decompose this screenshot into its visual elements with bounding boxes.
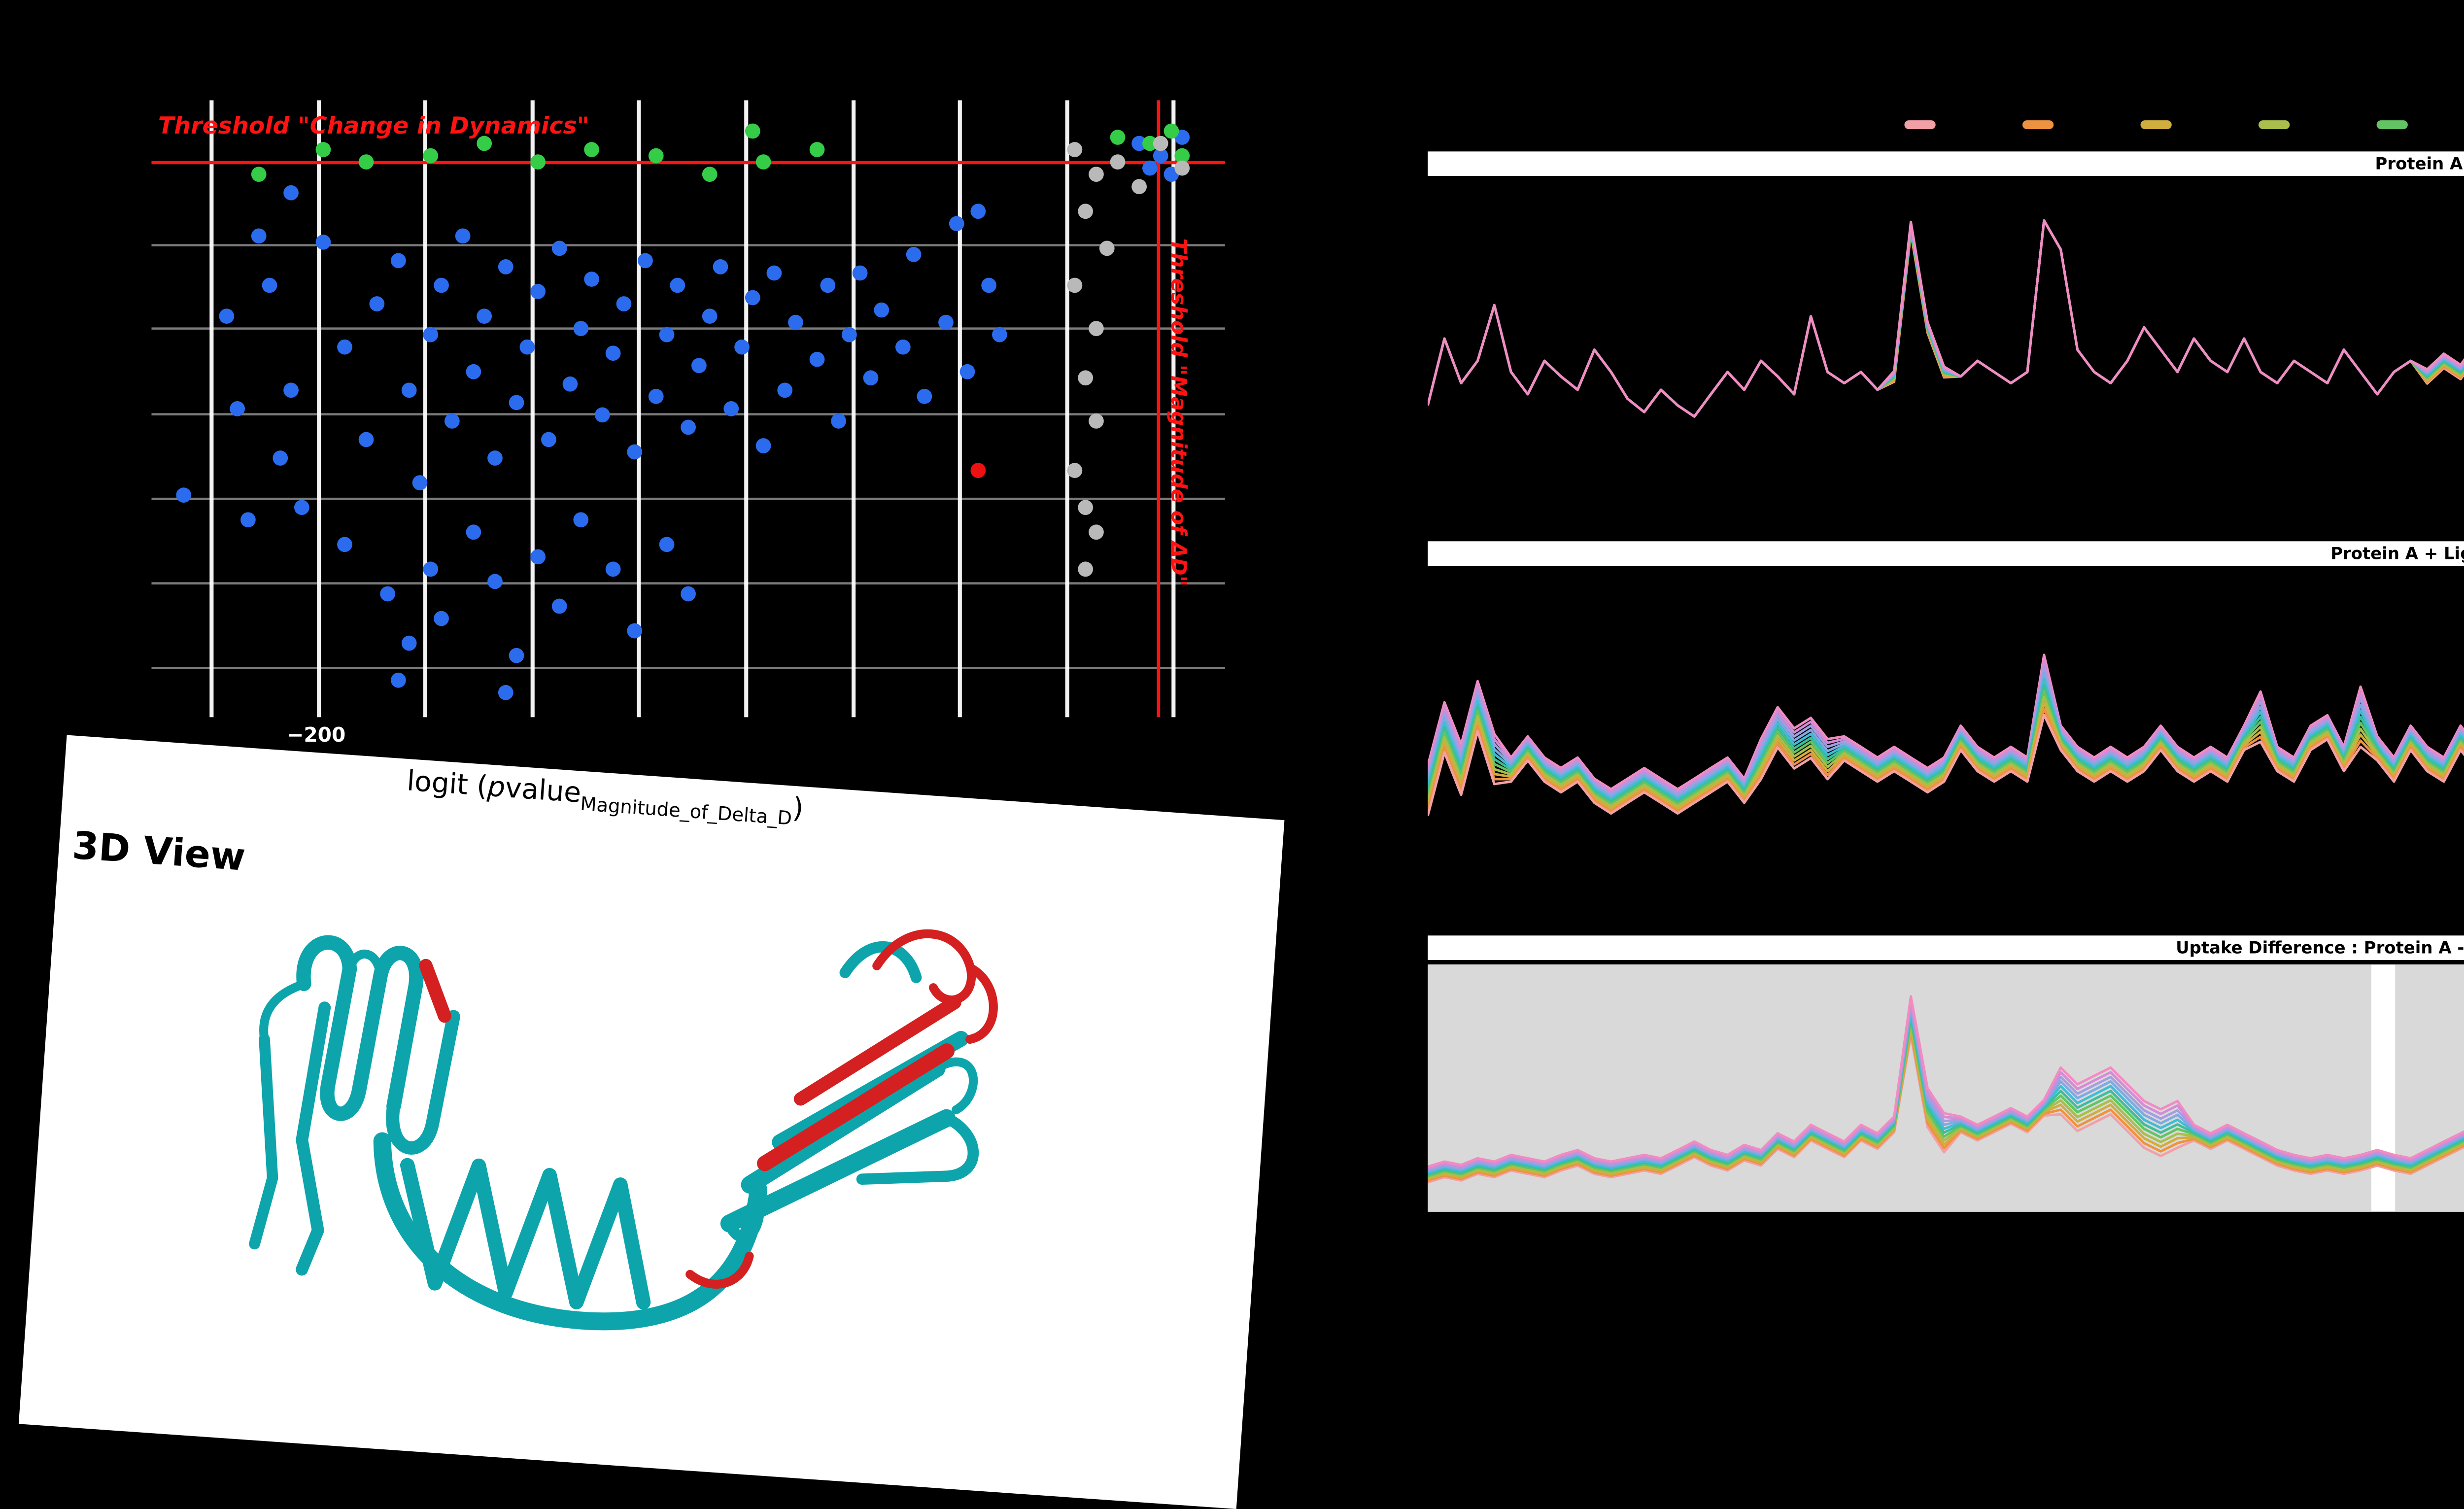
xlabel-suffix: ) [791,790,805,824]
volcano-plot[interactable]: Threshold "Change in Dynamics" Threshold… [151,100,1225,718]
ribbon-red-segment [757,1043,955,1171]
app-canvas: Threshold "Change in Dynamics" Threshold… [18,100,2464,1509]
ribbon-strand [296,935,424,1121]
ribbon-strand [296,1001,331,1276]
xlabel-p-italic: p [486,769,507,804]
ribbon-backbone [373,1132,768,1331]
threshold-magnitude-label: Threshold "Magnitude of ΔD" [1164,238,1190,587]
ribbon-red-loop [965,963,998,1044]
uptake-difference-chart-canvas[interactable] [1428,960,2464,1216]
ribbon-red-loop [685,1251,754,1289]
xlabel-value: value [504,770,582,809]
legend-dash[interactable] [2259,120,2290,128]
volcano-plot-canvas[interactable] [151,100,1225,718]
legend-dash[interactable] [2376,120,2408,128]
ribbon-loop [839,941,922,983]
ribbon-loop [345,949,385,981]
panel-title-protein-a-ligand: Protein A + Ligand [1428,541,2464,566]
ribbon-red-segment [419,959,451,1023]
panel-title-uptake-difference: Uptake Difference : Protein A - (Protein… [1428,935,2464,960]
ribbon-strand [386,1010,460,1155]
series-legend [1904,120,2464,128]
protein-ribbon-3d[interactable] [181,861,1059,1398]
legend-dash[interactable] [1904,120,1936,128]
uptake-chart-protein-a-ligand-canvas[interactable] [1428,566,2464,918]
ribbon-strand [400,1158,651,1310]
view3d-card: logit (pvalueMagnitude_of_Delta_D) 3D Vi… [18,735,1285,1509]
panel-title-protein-a: Protein A [1428,151,2464,176]
volcano-x-axis-label: logit (pvalueMagnitude_of_Delta_D) [370,761,840,835]
legend-dash[interactable] [2140,120,2172,128]
ribbon-strand [856,1112,979,1185]
legend-dash[interactable] [2022,120,2054,128]
ribbon-strand [741,1059,946,1194]
ribbon-red-loop [872,929,976,1005]
uptake-chart-protein-a[interactable] [1428,176,2464,517]
ribbon-strand [249,1033,278,1250]
ribbon-strand [720,1109,956,1233]
ribbon-red-segment [793,995,961,1106]
x-axis-tick-minus200: −200 [287,726,346,749]
ribbon-loop [259,979,308,1044]
threshold-dynamics-label: Threshold "Change in Dynamics" [158,113,589,140]
uptake-chart-protein-a-ligand[interactable] [1428,566,2464,918]
uptake-difference-chart[interactable] [1428,960,2464,1216]
uptake-chart-protein-a-canvas[interactable] [1428,176,2464,517]
ribbon-loop [932,1057,978,1115]
xlabel-subscript: Magnitude_of_Delta_D [579,794,793,832]
xlabel-prefix: logit ( [406,763,489,803]
